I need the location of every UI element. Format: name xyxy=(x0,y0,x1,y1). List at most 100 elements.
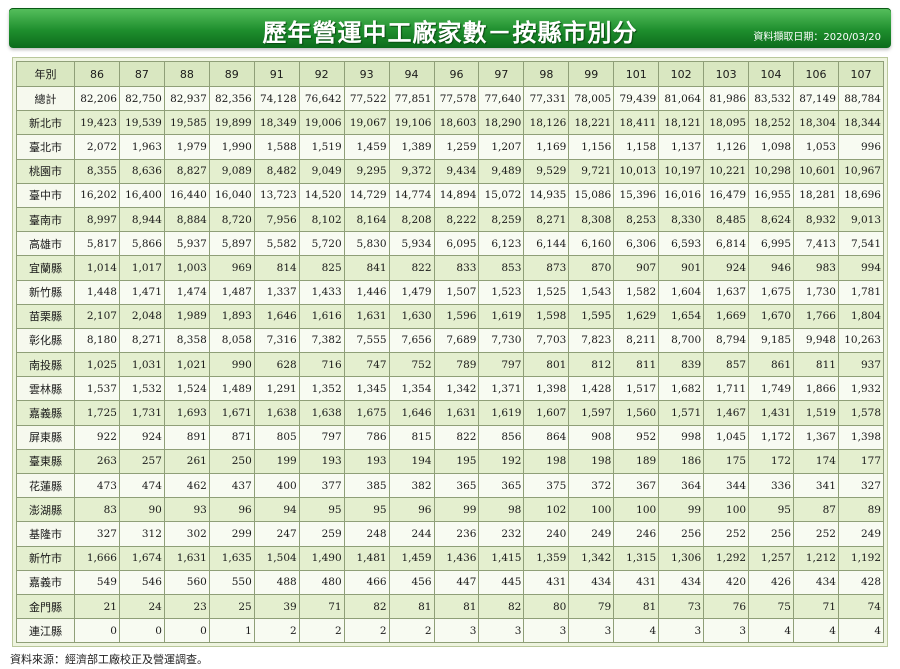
table-cell: 81,986 xyxy=(703,85,750,112)
table-cell: 7,823 xyxy=(568,327,615,354)
table-cell: 437 xyxy=(208,472,255,499)
table-cell: 822 xyxy=(388,255,435,281)
table-row: 新北市 19,423 19,539 19,585 19,899 18,349 19,006 1… xyxy=(16,110,885,136)
table-cell: 1,433 xyxy=(298,279,345,305)
table-cell: 81,064 xyxy=(658,85,705,112)
table-cell: 901 xyxy=(658,255,705,281)
table-cell: 19,423 xyxy=(74,110,120,136)
table-cell: 302 xyxy=(163,521,210,547)
table-cell: 15,086 xyxy=(568,182,615,208)
table-cell: 1,389 xyxy=(388,134,435,160)
table-cell: 7,316 xyxy=(253,327,300,354)
table-cell: 3 xyxy=(433,618,480,644)
table-cell: 428 xyxy=(837,569,885,595)
table-cell: 1,098 xyxy=(748,134,794,160)
table-cell: 996 xyxy=(837,134,885,160)
table-cell: 1,031 xyxy=(118,352,165,378)
table-cell: 7,703 xyxy=(523,327,570,354)
row-label: 澎湖縣 xyxy=(16,497,75,523)
table-cell: 5,866 xyxy=(118,231,165,257)
table-cell: 431 xyxy=(523,569,570,595)
table-row: 澎湖縣 83 90 93 96 94 95 95 96 99 98 102 100 100 99 100 95 8… xyxy=(16,497,885,523)
table-cell: 1,471 xyxy=(118,279,165,305)
table-row: 臺南市 8,997 8,944 8,884 8,720 7,956 8,102 8,164 8,… xyxy=(16,206,885,233)
table-cell: 1,371 xyxy=(478,376,525,402)
table-cell: 3 xyxy=(478,618,525,644)
table-cell: 1,560 xyxy=(613,400,660,426)
table-row: 連江縣 0 0 0 1 2 2 2 2 3 3 3 3 4 3 3 4 4 4 xyxy=(16,618,885,644)
table-cell: 1,192 xyxy=(837,545,885,571)
table-cell: 8,211 xyxy=(613,327,660,354)
table-cell: 83 xyxy=(74,497,120,523)
row-label: 嘉義市 xyxy=(16,569,75,595)
table-cell: 199 xyxy=(253,448,300,475)
source-note: 資料來源：經濟部工廠校正及營運調查。 xyxy=(10,653,208,666)
table-cell: 8,636 xyxy=(118,158,165,184)
table-cell: 14,520 xyxy=(298,182,345,208)
table-cell: 80 xyxy=(523,593,570,620)
table-cell: 924 xyxy=(118,424,165,450)
table-cell: 812 xyxy=(568,352,615,378)
table-cell: 19,585 xyxy=(163,110,210,136)
table-cell: 1,766 xyxy=(793,303,839,329)
table-cell: 82 xyxy=(478,593,525,620)
year-header: 88 xyxy=(163,61,210,87)
table-cell: 1,519 xyxy=(793,400,839,426)
table-cell: 1,675 xyxy=(343,400,390,426)
table-cell: 74 xyxy=(837,593,885,620)
table-cell: 797 xyxy=(478,352,525,378)
table-cell: 1,638 xyxy=(298,400,345,426)
table-cell: 861 xyxy=(748,352,794,378)
table-cell: 8,358 xyxy=(163,327,210,354)
table-cell: 1,025 xyxy=(74,352,120,378)
table-cell: 232 xyxy=(478,521,525,547)
table-cell: 365 xyxy=(433,472,480,499)
table-cell: 1,517 xyxy=(613,376,660,402)
table-cell: 18,126 xyxy=(523,110,570,136)
table-cell: 3 xyxy=(568,618,615,644)
table-cell: 1,637 xyxy=(703,279,750,305)
table-cell: 19,067 xyxy=(343,110,390,136)
table-cell: 3 xyxy=(703,618,750,644)
row-label: 高雄市 xyxy=(16,231,75,257)
table-row: 總計 82,206 82,750 82,937 82,356 74,128 76,642 77… xyxy=(16,85,885,112)
table-cell: 1,014 xyxy=(74,255,120,281)
table-cell: 250 xyxy=(208,448,255,475)
table-cell: 1,711 xyxy=(703,376,750,402)
table-row: 臺東縣 263 257 261 250 199 193 193 194 195 192 198 198 1… xyxy=(16,448,885,475)
table-cell: 8,482 xyxy=(253,158,300,184)
year-header: 86 xyxy=(74,61,120,87)
row-label: 連江縣 xyxy=(16,618,75,644)
table-cell: 246 xyxy=(613,521,660,547)
table-cell: 1,670 xyxy=(748,303,794,329)
table-cell: 8,058 xyxy=(208,327,255,354)
table-cell: 1,436 xyxy=(433,545,480,571)
table-cell: 174 xyxy=(793,448,839,475)
table-cell: 18,344 xyxy=(837,110,885,136)
table-cell: 0 xyxy=(118,618,165,644)
table-cell: 420 xyxy=(703,569,750,595)
table-cell: 8,222 xyxy=(433,206,480,233)
table-cell: 19,539 xyxy=(118,110,165,136)
table-cell: 19,006 xyxy=(298,110,345,136)
table-cell: 431 xyxy=(613,569,660,595)
table-cell: 19,106 xyxy=(388,110,435,136)
row-label: 屏東縣 xyxy=(16,424,75,450)
table-cell: 488 xyxy=(253,569,300,595)
table-cell: 1,479 xyxy=(388,279,435,305)
table-cell: 18,696 xyxy=(837,182,885,208)
row-label: 花蓮縣 xyxy=(16,472,75,499)
table-cell: 16,202 xyxy=(74,182,120,208)
row-label: 苗栗縣 xyxy=(16,303,75,329)
year-header: 89 xyxy=(208,61,255,87)
table-cell: 77,522 xyxy=(343,85,390,112)
table-cell: 1,259 xyxy=(433,134,480,160)
table-cell: 805 xyxy=(253,424,300,450)
table-cell: 1,631 xyxy=(163,545,210,571)
table-cell: 1,158 xyxy=(613,134,660,160)
row-label: 南投縣 xyxy=(16,352,75,378)
table-cell: 175 xyxy=(703,448,750,475)
data-date: 資料擷取日期：2020/03/20 xyxy=(753,32,881,43)
table-row: 嘉義市 549 546 560 550 488 480 466 456 447 445 431 434 4… xyxy=(16,569,885,595)
table-cell: 249 xyxy=(837,521,885,547)
